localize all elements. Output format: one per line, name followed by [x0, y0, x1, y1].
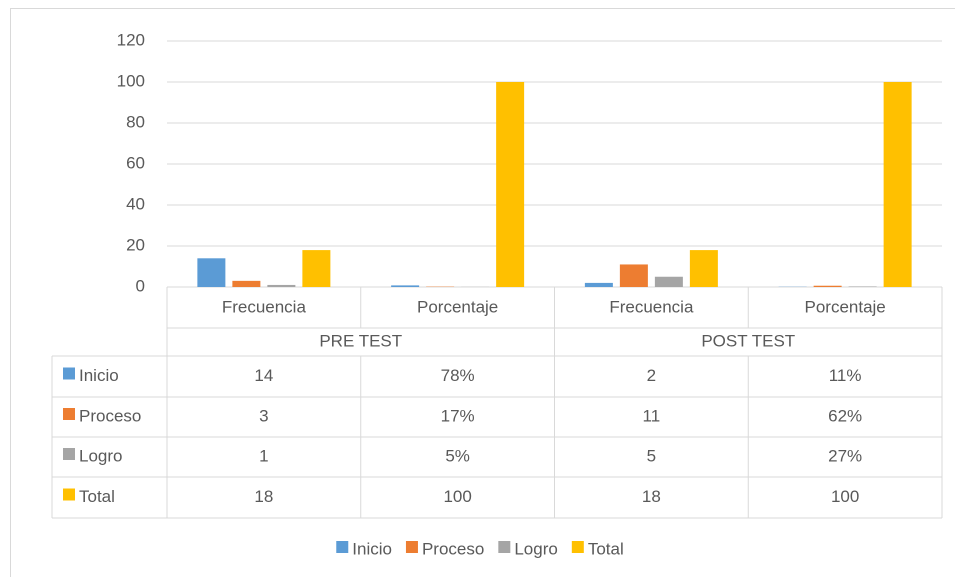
bar — [813, 285, 842, 287]
legend-label: Inicio — [352, 539, 392, 558]
legend-key — [571, 541, 584, 553]
y-tick-label: 60 — [126, 153, 145, 172]
table-cell: 17% — [441, 406, 475, 425]
table-cell: 5% — [445, 446, 470, 465]
table-row-label: Logro — [79, 446, 122, 465]
bar — [267, 284, 296, 287]
bar — [496, 82, 525, 287]
table-legend-key — [63, 367, 75, 380]
x-tick-label: Porcentaje — [804, 297, 885, 316]
table-cell: 18 — [254, 487, 273, 506]
table-cell: 2 — [647, 366, 656, 385]
table-cell: 1 — [259, 446, 268, 465]
group-label: POST TEST — [701, 331, 795, 350]
table-cell: 11 — [643, 406, 661, 425]
table-cell: 100 — [831, 487, 859, 506]
x-tick-label: Porcentaje — [417, 297, 498, 316]
legend-key — [336, 541, 349, 553]
legend-key — [405, 541, 418, 553]
table-row-label: Inicio — [79, 366, 119, 385]
table-cell: 27% — [828, 446, 862, 465]
y-tick-label: 40 — [126, 194, 145, 213]
table-legend-key — [63, 408, 75, 420]
y-tick-label: 20 — [126, 235, 145, 254]
bar — [883, 82, 912, 287]
y-tick-label: 100 — [117, 71, 145, 90]
table-cell: 11% — [829, 366, 862, 385]
bar — [689, 250, 718, 287]
bar — [584, 282, 613, 287]
bar — [302, 250, 331, 287]
legend-label: Total — [588, 539, 624, 558]
y-tick-label: 120 — [117, 30, 145, 49]
table-cell: 78% — [441, 366, 475, 385]
bar — [391, 285, 420, 287]
table-legend-key — [63, 488, 75, 501]
chart-frame — [10, 8, 955, 577]
table-cell: 3 — [259, 406, 268, 425]
y-tick-label: 80 — [126, 112, 145, 131]
bar — [848, 286, 877, 287]
table-row-label: Total — [79, 487, 115, 506]
bar — [619, 264, 648, 287]
table-row-label: Proceso — [79, 406, 141, 425]
bar — [197, 258, 226, 287]
bar — [232, 280, 261, 287]
table-legend-key — [63, 448, 75, 460]
x-tick-label: Frecuencia — [609, 297, 694, 316]
x-tick-label: Frecuencia — [222, 297, 307, 316]
bar — [654, 276, 683, 287]
table-cell: 14 — [254, 366, 273, 385]
table-cell: 18 — [642, 487, 661, 506]
table-cell: 5 — [647, 446, 656, 465]
table-cell: 62% — [828, 406, 862, 425]
table-cell: 100 — [443, 487, 471, 506]
group-label: PRE TEST — [319, 331, 402, 350]
legend-label: Logro — [514, 539, 557, 558]
legend-label: Proceso — [422, 539, 484, 558]
y-tick-label: 0 — [136, 276, 145, 295]
legend-key — [498, 541, 511, 553]
